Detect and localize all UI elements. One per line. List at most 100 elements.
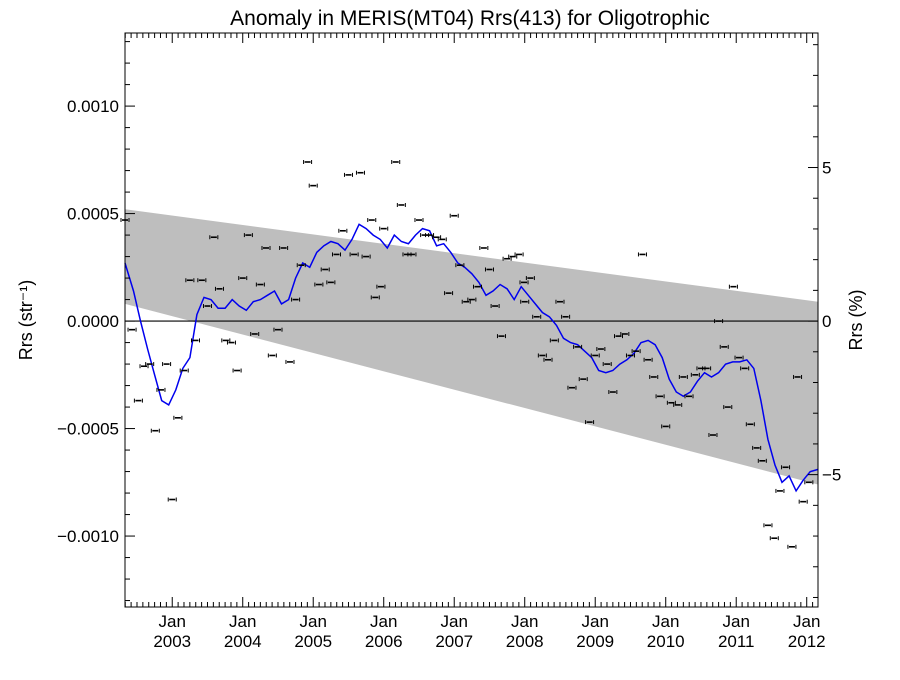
y2-tick-label: 5 (822, 159, 831, 178)
data-point (625, 353, 635, 358)
data-point (261, 245, 271, 250)
data-point (238, 276, 248, 281)
data-point (752, 445, 762, 450)
data-point (214, 286, 224, 291)
data-point (308, 183, 318, 188)
data-point (349, 252, 359, 257)
data-point (714, 319, 724, 324)
data-point (590, 353, 600, 358)
data-point (608, 390, 618, 395)
data-point (150, 428, 160, 433)
y-tick-label: −0.0005 (57, 420, 119, 439)
data-point (167, 497, 177, 502)
data-point (525, 276, 535, 281)
data-point (567, 385, 577, 390)
data-point (407, 252, 417, 257)
data-point (173, 415, 183, 420)
data-point (620, 331, 630, 336)
data-point (613, 334, 623, 339)
data-point (514, 252, 524, 257)
data-point (202, 304, 212, 309)
data-point (370, 295, 380, 300)
data-point (179, 368, 189, 373)
data-point (484, 267, 494, 272)
smoothed-line-layer (124, 223, 819, 493)
data-point (678, 374, 688, 379)
y-tick-label: 0.0005 (67, 205, 119, 224)
data-point (655, 394, 665, 399)
data-point (804, 480, 814, 485)
x-tick-month-label: Jan (723, 612, 750, 631)
chart-title: Anomaly in MERIS(MT04) Rrs(413) for Olig… (230, 7, 710, 30)
data-point (519, 280, 529, 285)
data-point (798, 499, 808, 504)
data-point (461, 299, 471, 304)
data-point (296, 263, 306, 268)
data-point (787, 544, 797, 549)
tick-labels-layer: 0.00100.00050.0000−0.0005−0.001050−5Jan2… (57, 97, 841, 651)
data-point (226, 340, 236, 345)
data-point (781, 465, 791, 470)
y-axis-label: Rrs (str⁻¹) (16, 280, 36, 360)
data-point (793, 374, 803, 379)
data-point (156, 387, 166, 392)
data-point (757, 458, 767, 463)
data-point (379, 226, 389, 231)
axes-layer (124, 32, 819, 608)
data-point (472, 284, 482, 289)
data-point (490, 304, 500, 309)
data-point (326, 280, 336, 285)
data-point (444, 291, 454, 296)
data-point (520, 299, 530, 304)
data-point (243, 233, 253, 238)
x-tick-month-label: Jan (511, 612, 538, 631)
x-tick-month-label: Jan (582, 612, 609, 631)
data-point (361, 254, 371, 259)
x-tick-year-label: 2010 (647, 632, 685, 651)
data-point (396, 202, 406, 207)
x-tick-month-label: Jan (300, 612, 327, 631)
data-point (162, 362, 172, 367)
data-point (690, 372, 700, 377)
x-tick-month-label: Jan (793, 612, 820, 631)
data-point (708, 433, 718, 438)
data-point (185, 278, 195, 283)
data-point (684, 394, 694, 399)
data-point (649, 374, 659, 379)
x-tick-month-label: Jan (159, 612, 186, 631)
data-point (508, 254, 518, 259)
data-point (543, 357, 553, 362)
data-point (221, 338, 231, 343)
data-point (255, 282, 265, 287)
data-points-layer (120, 159, 814, 549)
data-point (320, 267, 330, 272)
x-tick-year-label: 2012 (788, 632, 826, 651)
data-point (267, 353, 277, 358)
y2-tick-label: 0 (822, 312, 831, 331)
y-tick-label: −0.0010 (57, 527, 119, 546)
data-point (303, 159, 313, 164)
data-point (343, 172, 353, 177)
x-tick-month-label: Jan (441, 612, 468, 631)
data-point (666, 400, 676, 405)
y2-tick-label: −5 (822, 466, 841, 485)
data-point (719, 344, 729, 349)
uncertainty-band (125, 209, 818, 485)
data-point (209, 235, 219, 240)
x-tick-year-label: 2008 (506, 632, 544, 651)
data-point (432, 235, 442, 240)
data-point (596, 347, 606, 352)
data-point (479, 245, 489, 250)
data-point (467, 297, 477, 302)
data-point (133, 398, 143, 403)
data-point (573, 344, 583, 349)
data-point (376, 284, 386, 289)
uncertainty-band-layer (125, 209, 818, 485)
data-point (769, 536, 779, 541)
data-point (555, 299, 565, 304)
data-point (763, 523, 773, 528)
data-point (449, 213, 459, 218)
data-point (232, 368, 242, 373)
